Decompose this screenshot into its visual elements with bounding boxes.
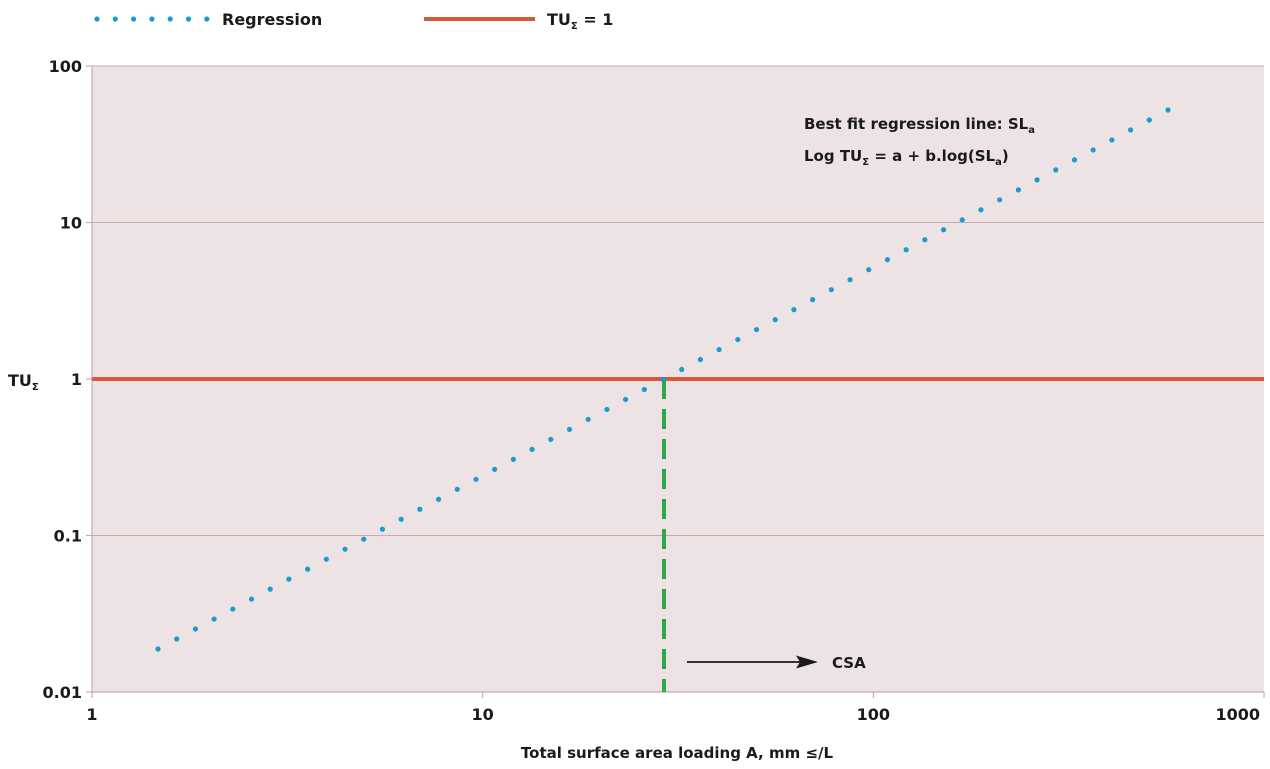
regression-point <box>361 536 367 542</box>
regression-point <box>604 406 610 413</box>
regression-point <box>735 336 741 343</box>
regression-point <box>903 247 909 253</box>
regression-point <box>1034 177 1040 183</box>
regression-point <box>828 287 834 293</box>
regression-point <box>716 346 722 353</box>
regression-point <box>1109 137 1115 143</box>
legend-regression-dot <box>131 16 137 22</box>
y-tick-label: 10 <box>60 214 82 233</box>
regression-point <box>1127 127 1134 133</box>
regression-point <box>566 426 573 433</box>
regression-point <box>510 456 516 462</box>
regression-point <box>697 356 704 363</box>
annotation-best-fit: Best fit regression line: SLa <box>804 115 1035 136</box>
legend-tu-label: TUΣ = 1 <box>547 10 613 32</box>
x-tick-label: 1 <box>86 705 97 724</box>
regression-point <box>323 556 329 562</box>
legend-regression-dot <box>204 16 210 22</box>
regression-point <box>174 636 180 642</box>
regression-point <box>641 386 647 393</box>
legend-regression-dot <box>94 16 100 22</box>
regression-point <box>230 606 236 612</box>
regression-point <box>305 566 311 572</box>
regression-point <box>155 646 161 652</box>
y-tick-label: 100 <box>49 57 82 76</box>
regression-point <box>379 526 386 532</box>
legend-regression-dot <box>185 16 192 22</box>
x-tick-label: 1000 <box>1215 705 1260 724</box>
regression-point <box>248 596 255 602</box>
regression-point <box>548 436 554 442</box>
regression-point <box>791 307 797 313</box>
regression-point <box>286 576 292 582</box>
csa-label: CSA <box>832 654 866 672</box>
regression-point <box>1090 147 1096 153</box>
regression-point <box>884 257 891 263</box>
regression-point <box>810 297 816 303</box>
regression-point <box>866 267 872 273</box>
regression-point <box>1015 187 1021 193</box>
regression-point <box>997 197 1003 203</box>
regression-point <box>959 217 965 223</box>
regression-point <box>940 227 947 233</box>
regression-point <box>211 616 217 622</box>
legend-regression-dot <box>149 16 155 22</box>
legend-regression-label: Regression <box>222 10 322 29</box>
regression-point <box>1165 107 1171 113</box>
regression-point <box>847 277 853 283</box>
regression-series <box>155 107 1171 652</box>
x-axis-title: Total surface area loading A, mm ≤/L <box>521 744 834 762</box>
regression-point <box>529 446 535 452</box>
regression-point <box>492 466 498 472</box>
regression-point <box>660 376 666 383</box>
regression-point <box>454 486 460 492</box>
regression-point <box>978 207 984 213</box>
regression-point <box>342 546 348 552</box>
regression-point <box>1146 117 1152 123</box>
y-tick-labels: 0.01 0.1 1 10 100 <box>43 57 82 702</box>
regression-point <box>398 516 404 522</box>
legend-regression-marker <box>94 16 210 22</box>
regression-point <box>753 326 760 333</box>
x-tick-label: 100 <box>857 705 890 724</box>
regression-point <box>435 496 442 502</box>
csa-arrow <box>687 655 818 669</box>
regression-point <box>1071 157 1078 163</box>
regression-point <box>622 396 629 403</box>
y-tick-label: 0.01 <box>43 683 82 702</box>
regression-point <box>267 586 273 592</box>
regression-point <box>679 366 685 373</box>
regression-point <box>417 506 423 512</box>
x-tick-label: 10 <box>472 705 494 724</box>
y-tick-label: 1 <box>71 370 82 389</box>
y-axis-label: TUΣ <box>8 371 39 393</box>
regression-point <box>192 626 199 632</box>
regression-point <box>772 317 778 323</box>
legend: Regression TUΣ = 1 <box>94 10 613 32</box>
y-tick-label: 0.1 <box>54 527 82 546</box>
annotation-log-equation: Log TUΣ = a + b.log(SLa) <box>804 147 1009 168</box>
legend-regression-dot <box>112 16 118 22</box>
regression-point <box>922 237 928 243</box>
x-tick-labels: 1 10 100 1000 <box>86 705 1260 724</box>
regression-point <box>473 476 479 482</box>
regression-point <box>585 416 591 423</box>
regression-point <box>1053 167 1059 173</box>
legend-regression-dot <box>167 16 173 22</box>
